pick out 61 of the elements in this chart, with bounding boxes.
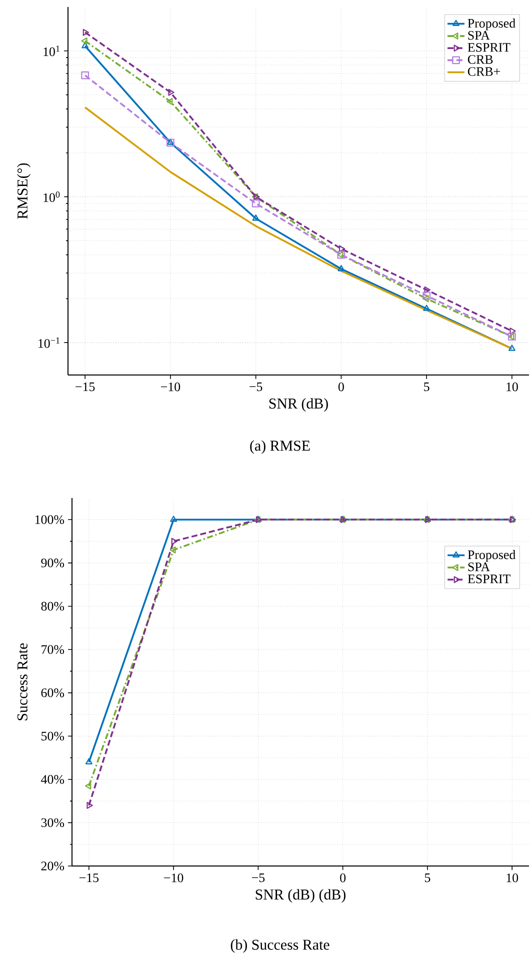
point — [86, 802, 93, 809]
point — [338, 245, 346, 252]
y-tick-label: 40% — [41, 775, 64, 784]
x-tick-label: −15 — [76, 382, 95, 392]
legend-label: CRB — [468, 55, 493, 64]
x-tick-label: −10 — [160, 382, 180, 392]
point — [510, 328, 516, 335]
x-tick-label: −15 — [79, 874, 99, 882]
point — [82, 28, 90, 36]
point — [81, 37, 88, 44]
legend-label: ESPRIT — [468, 574, 510, 584]
y-tick-label: 30% — [41, 818, 64, 828]
x-tick-label: 5 — [424, 874, 430, 882]
legend-label: SPA — [468, 31, 490, 40]
y-tick-label: 90% — [41, 558, 64, 568]
x-tick-label: −5 — [252, 874, 265, 882]
point — [508, 344, 516, 351]
point — [170, 516, 178, 522]
x-tick-label: 10 — [506, 874, 518, 882]
y-tick-label: 10$^{1}$ — [44, 46, 60, 56]
x-axis-title: SNR (dB) (dB) — [256, 889, 346, 903]
point — [424, 286, 430, 294]
line-series — [84, 106, 513, 350]
x-tick-label: 0 — [338, 382, 344, 392]
x-tick-label: 0 — [340, 874, 346, 882]
point — [252, 200, 260, 208]
x-tick-label: 10 — [506, 382, 518, 392]
point — [422, 295, 429, 302]
y-axis-title: Success Rate — [17, 643, 28, 720]
legend-label: Proposed — [468, 550, 516, 562]
point — [170, 546, 176, 554]
x-axis-title: SNR (dB) — [269, 398, 328, 412]
point — [422, 292, 430, 300]
point — [85, 758, 92, 764]
point — [166, 98, 173, 105]
point — [338, 265, 345, 272]
point — [84, 782, 92, 790]
point — [168, 88, 174, 96]
point — [82, 42, 89, 48]
point — [81, 71, 90, 80]
text: (b) Success Rate — [230, 939, 330, 953]
y-tick-label: 80% — [41, 602, 64, 611]
point — [252, 214, 260, 221]
y-tick-label: 20% — [41, 862, 64, 870]
legend-label: Proposed — [468, 18, 516, 30]
point — [423, 304, 430, 311]
x-tick-label: −5 — [250, 382, 262, 392]
point — [171, 538, 178, 545]
y-tick-label: 60% — [41, 688, 64, 698]
legend-label: ESPRIT — [468, 43, 510, 52]
legend-label: SPA — [468, 562, 490, 572]
legend-label: CRB+ — [468, 67, 500, 76]
y-tick-label: 10$^{0}$ — [44, 192, 60, 202]
y-tick-label: 50% — [42, 732, 64, 741]
text: (a) RMSE — [250, 440, 310, 454]
y-tick-label: 100% — [35, 515, 64, 524]
y-tick-label: 70% — [42, 645, 64, 654]
x-tick-label: 5 — [424, 382, 430, 392]
y-tick-label: 10$^{−1}$ — [38, 337, 60, 348]
y-axis-title: RMSE(°) — [17, 163, 31, 219]
x-tick-label: −10 — [164, 874, 184, 882]
